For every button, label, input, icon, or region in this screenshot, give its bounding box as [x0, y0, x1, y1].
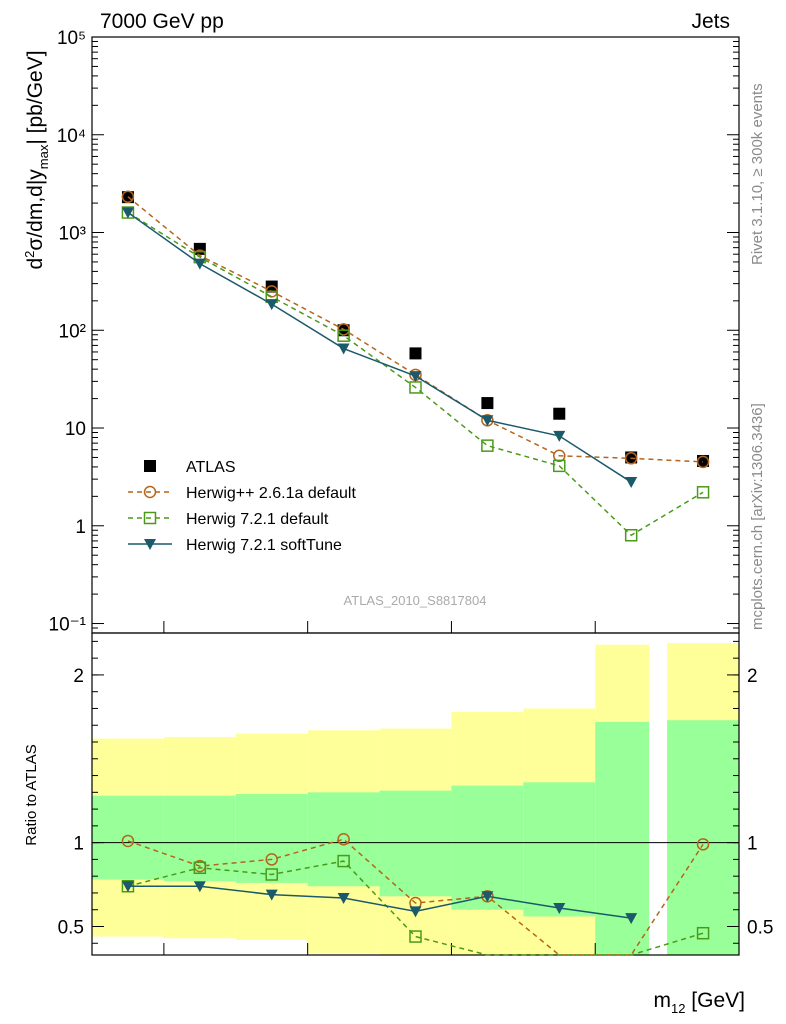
legend-label: Herwig 7.2.1 softTune — [186, 537, 342, 554]
ratio-frame — [91, 632, 740, 956]
data-point — [265, 299, 278, 311]
mcplots-label: mcplots.cern.ch [arXiv:1306.3436] — [749, 403, 766, 630]
series-line — [127, 211, 704, 537]
y-tick-label: 10⁻¹ — [49, 615, 87, 636]
ratio-point — [121, 881, 134, 893]
ratio-tick-label-right: 1 — [747, 834, 758, 855]
ratio-tick-label-right: 2 — [747, 666, 758, 687]
data-point — [625, 477, 638, 489]
ratio-point — [265, 868, 278, 881]
y-tick-label: 10⁵ — [57, 28, 86, 49]
legend-label: Herwig 7.2.1 default — [186, 511, 329, 528]
ratio-point — [409, 930, 422, 943]
y-tick-label: 10 — [65, 419, 86, 440]
ratio-point — [696, 838, 710, 851]
data-point — [409, 347, 422, 360]
ratio-green-band — [667, 720, 739, 955]
y-axis-label-main: d2σ/dm,d|ymax| [pb/GeV] — [22, 50, 51, 269]
ratio-line — [127, 860, 704, 956]
ratio-green-band — [163, 795, 236, 882]
x-axis-label: m12 [GeV] — [654, 989, 746, 1016]
ratio-point — [337, 854, 350, 868]
data-point — [481, 397, 494, 410]
watermark: ATLAS_2010_S8817804 — [344, 593, 487, 608]
series-line — [127, 211, 632, 483]
data-point — [624, 452, 638, 465]
data-point — [337, 343, 350, 355]
series-line — [127, 196, 704, 463]
ratio-green-band — [92, 795, 164, 880]
legend-marker — [144, 539, 156, 550]
ratio-point — [696, 926, 710, 940]
data-point — [121, 207, 134, 219]
ratio-point — [337, 833, 350, 846]
ratio-green-band — [451, 785, 524, 910]
ratio-green-band — [307, 792, 380, 887]
data-point — [624, 528, 638, 542]
ratio-point — [265, 889, 278, 901]
legend: ATLAS Herwig++ 2.6.1a default Herwig 7.2.1… — [128, 459, 356, 554]
header-right: Jets — [691, 10, 730, 33]
data-point — [481, 439, 494, 452]
ratio-green-band — [595, 721, 650, 955]
legend-marker — [143, 485, 157, 499]
header-left: 7000 GeV pp — [100, 10, 224, 33]
data-point — [696, 486, 710, 499]
legend-label: ATLAS — [186, 459, 236, 476]
ratio-point — [193, 881, 206, 893]
data-point — [121, 190, 135, 204]
data-point — [409, 371, 422, 383]
data-point — [481, 415, 494, 427]
ratio-point — [193, 861, 207, 875]
ratio-point — [553, 903, 566, 915]
ratio-tick-label-right: 0.5 — [747, 917, 773, 938]
ratio-point — [121, 834, 135, 848]
ratio-tick-label: 0.5 — [58, 917, 84, 938]
ratio-tick-label: 2 — [73, 666, 84, 687]
ratio-point — [481, 891, 494, 903]
ratio-point — [409, 906, 422, 918]
y-tick-label: 1 — [75, 517, 86, 538]
ratio-point — [265, 853, 278, 866]
ratio-green-band — [523, 782, 596, 917]
data-point — [553, 407, 566, 420]
data-point — [553, 449, 566, 463]
data-point — [337, 329, 350, 342]
legend-label: Herwig++ 2.6.1a default — [186, 485, 356, 502]
legend-marker — [144, 460, 156, 472]
data-point — [553, 430, 566, 442]
ratio-point — [337, 892, 350, 904]
ratio-point — [625, 913, 638, 925]
data-point — [337, 323, 350, 336]
rivet-label: Rivet 3.1.10, ≥ 300k events — [749, 83, 766, 265]
data-point — [696, 455, 710, 469]
y-tick-label: 10⁴ — [57, 126, 86, 147]
ratio-green-band — [379, 790, 452, 897]
ratio-green-band — [235, 794, 308, 883]
data-point — [553, 459, 566, 473]
legend-marker — [143, 511, 157, 525]
y-axis-label-ratio: Ratio to ATLAS — [23, 744, 40, 845]
y-tick-label: 10² — [59, 321, 86, 342]
ratio-line — [127, 885, 632, 919]
data-point — [193, 258, 206, 270]
y-tick-label: 10³ — [59, 224, 86, 245]
ratio-tick-label: 1 — [73, 834, 84, 855]
